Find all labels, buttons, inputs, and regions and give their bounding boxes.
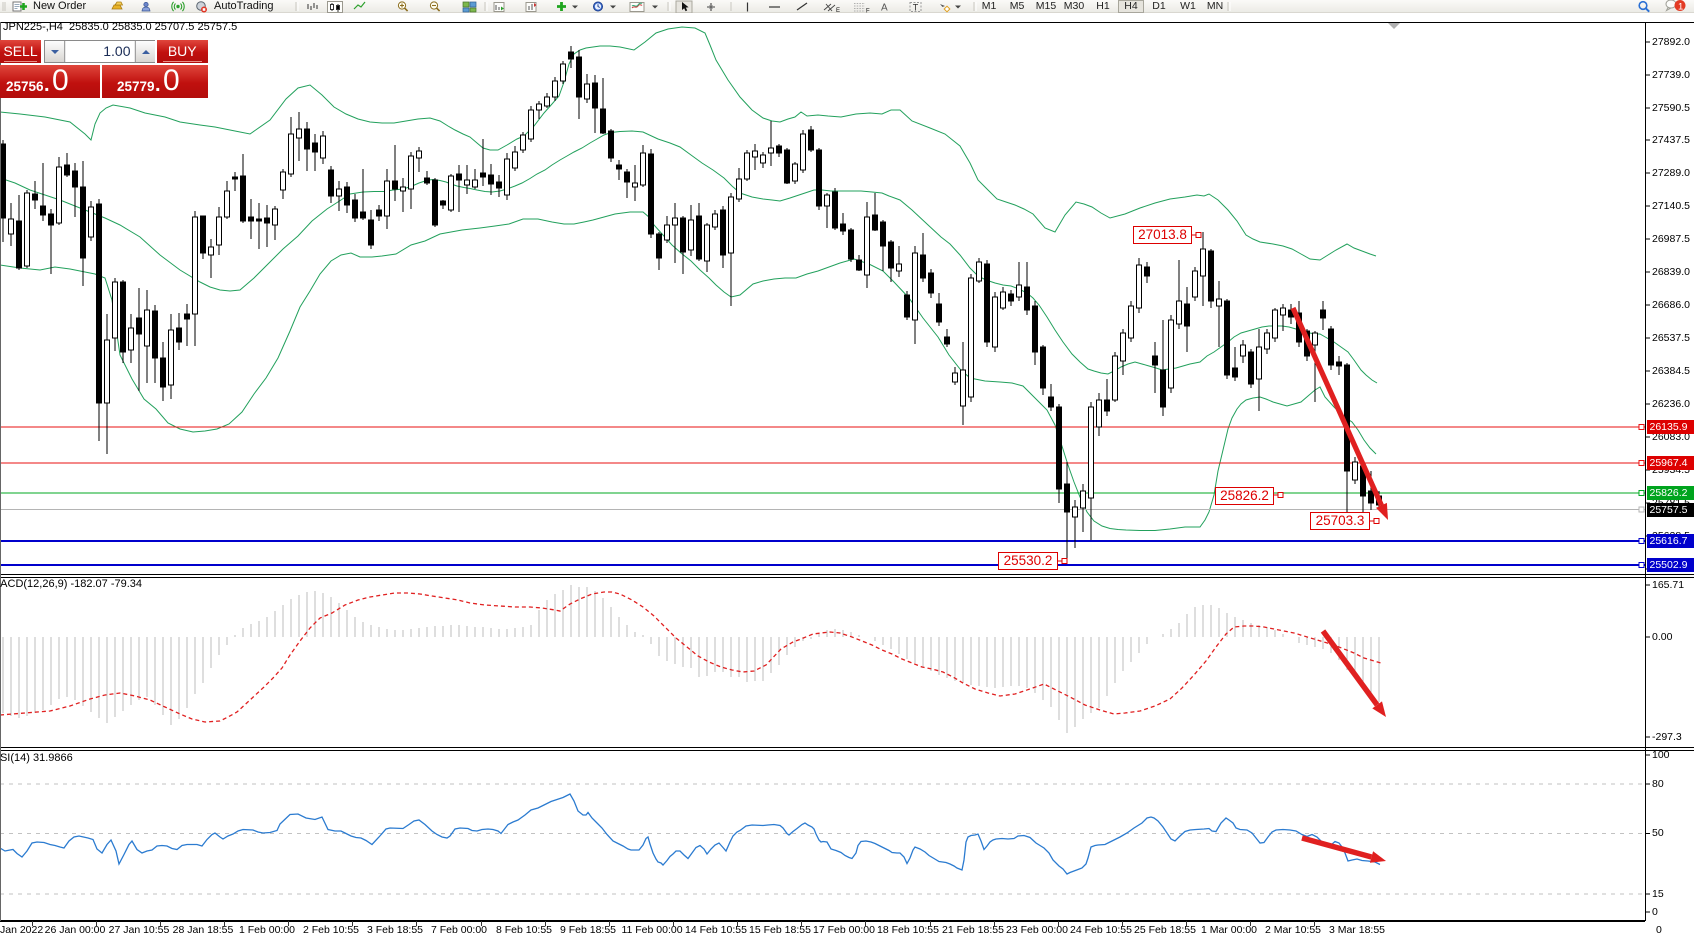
svg-text:1: 1 <box>1678 1 1683 12</box>
svg-text:T: T <box>913 3 919 13</box>
svg-text:E: E <box>836 8 840 13</box>
svg-text:A: A <box>881 3 888 14</box>
svg-text:F: F <box>866 9 870 14</box>
